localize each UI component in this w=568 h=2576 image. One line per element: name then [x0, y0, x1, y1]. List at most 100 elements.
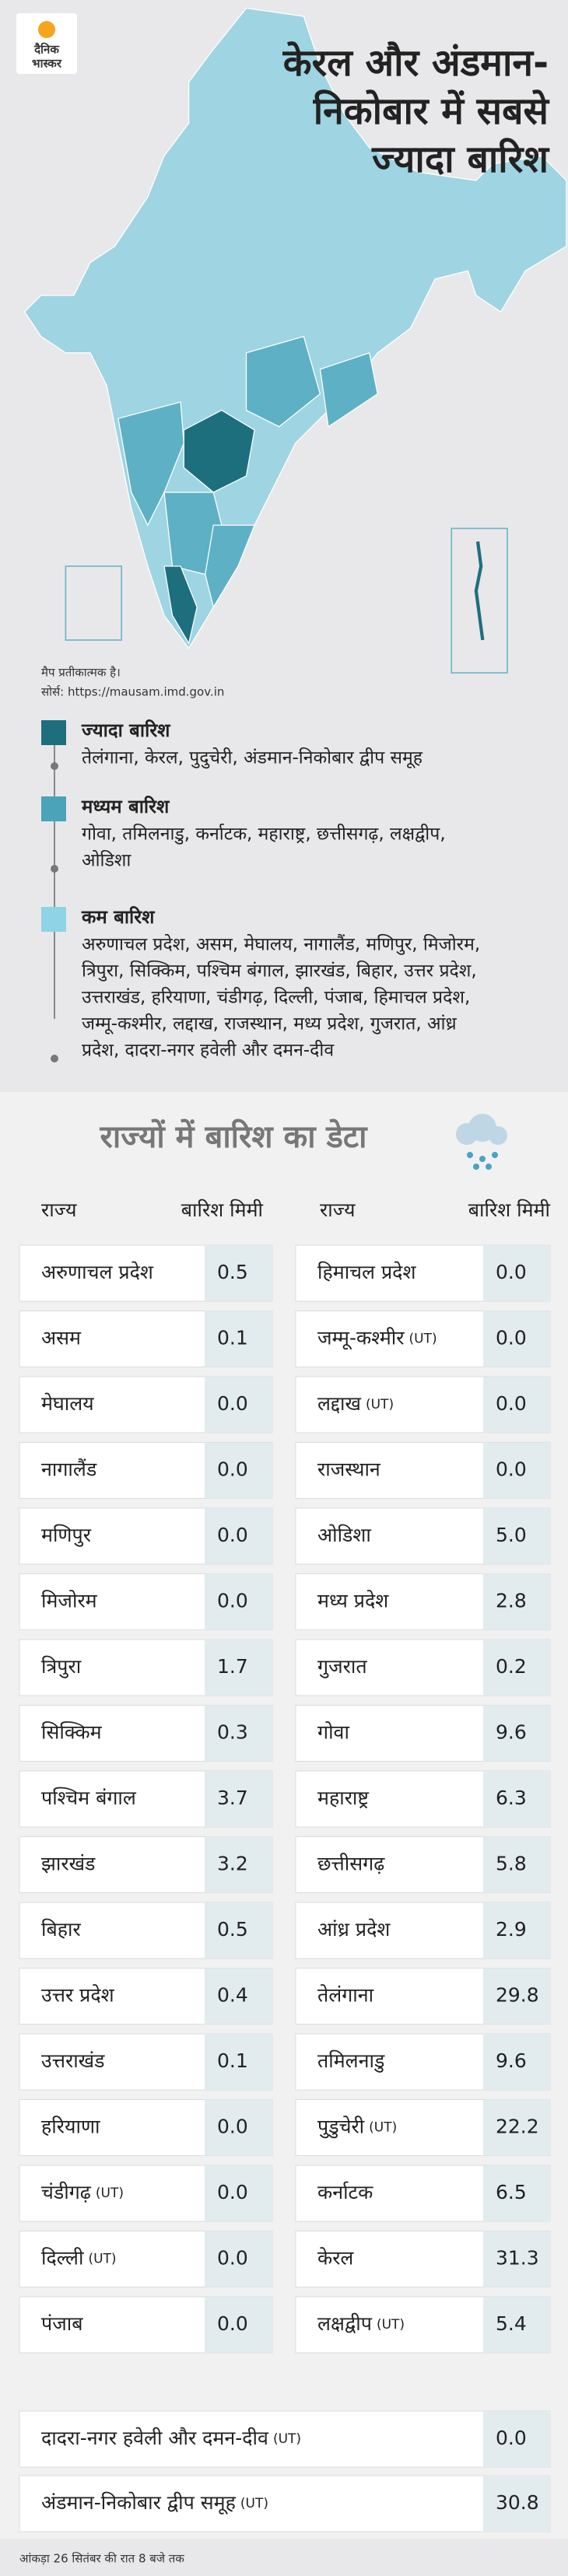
ut-tag: (UT)	[96, 2186, 124, 2201]
lakshadweep-box	[65, 565, 122, 641]
value-cell	[483, 2099, 550, 2156]
state-name: केरल	[317, 2247, 354, 2270]
rain-value: 0.0	[217, 2181, 248, 2203]
state-name-text: हिमाचल प्रदेश	[317, 1261, 416, 1283]
state-name-text: मध्य प्रदेश	[317, 1590, 389, 1612]
value-cell	[205, 1640, 272, 1696]
legend-text: अरुणाचल प्रदेश, असम, मेघालय, नागालैंड, म…	[82, 934, 480, 956]
state-name: ओडिशा	[317, 1524, 371, 1546]
rain-value: 1.7	[217, 1655, 248, 1678]
state-name: मिजोरम	[41, 1590, 98, 1612]
state-name-text: मिजोरम	[41, 1590, 98, 1612]
state-name: उत्तर प्रदेश	[41, 1984, 115, 2007]
rain-value: 0.0	[496, 2427, 527, 2449]
legend-dot	[51, 1055, 58, 1062]
rain-value: 9.6	[496, 1721, 527, 1744]
value-cell	[483, 2411, 550, 2467]
map-region	[205, 524, 255, 609]
state-name: छत्तीसगढ़	[317, 1853, 385, 1875]
state-name-text: तेलंगाना	[317, 1984, 374, 2007]
state-name: हरियाणा	[41, 2116, 100, 2138]
value-cell	[205, 1508, 272, 1564]
value-cell	[483, 2476, 550, 2532]
rain-value: 0.0	[496, 1392, 527, 1415]
state-name-text: राजस्थान	[317, 1458, 381, 1481]
ut-tag: (UT)	[366, 1397, 394, 1412]
rain-value: 0.3	[217, 1721, 248, 1744]
value-cell	[483, 1311, 550, 1367]
map-region	[319, 352, 379, 428]
state-name: चंडीगढ़ (UT)	[41, 2181, 124, 2203]
title: केरल और अंडमान-	[282, 41, 549, 85]
state-name-text: उत्तराखंड	[41, 2049, 105, 2072]
logo-sun	[38, 21, 55, 38]
state-name-text: चंडीगढ़	[41, 2181, 92, 2203]
rain-value: 3.2	[217, 1853, 248, 1875]
state-name-text: जम्मू-कश्मीर	[317, 1327, 405, 1350]
rain-icon	[456, 1114, 507, 1170]
rain-value: 0.2	[496, 1655, 527, 1678]
rain-value: 0.0	[496, 1261, 527, 1283]
rain-value: 0.0	[217, 1392, 248, 1415]
map-region	[245, 335, 321, 428]
rain-value: 5.0	[496, 1524, 527, 1546]
state-name-text: छत्तीसगढ़	[317, 1853, 385, 1875]
state-name: बिहार	[41, 1918, 82, 1941]
value-cell	[483, 2297, 550, 2353]
ut-tag: (UT)	[88, 2252, 116, 2267]
legend-text: ओडिशा	[82, 850, 131, 871]
value-cell	[483, 1573, 550, 1630]
legend-text: गोवा, तमिलनाडु, कर्नाटक, महाराष्ट्र, छत्…	[82, 824, 446, 845]
row-box	[19, 2475, 551, 2532]
value-cell	[205, 1245, 272, 1301]
state-name: हिमाचल प्रदेश	[317, 1261, 416, 1283]
state-name: लक्षद्वीप (UT)	[317, 2312, 405, 2335]
state-name: मेघालय	[41, 1392, 94, 1415]
rain-value: 5.8	[496, 1853, 527, 1875]
state-name-text: पंजाब	[41, 2312, 83, 2335]
state-name: त्रिपुरा	[41, 1655, 82, 1678]
rain-value: 0.0	[217, 1524, 248, 1546]
rain-value: 0.4	[217, 1984, 248, 2007]
rain-value: 0.0	[496, 1327, 527, 1349]
rain-value: 9.6	[496, 2049, 527, 2072]
state-name-text: आंध्र प्रदेश	[317, 1918, 391, 1941]
state-name: पश्चिम बंगाल	[41, 1787, 137, 1809]
rain-value: 6.3	[496, 1787, 527, 1809]
state-name: लद्दाख (UT)	[317, 1392, 394, 1415]
state-name: जम्मू-कश्मीर (UT)	[317, 1327, 437, 1350]
legend-dot	[51, 865, 58, 873]
logo-text: दैनिक	[33, 43, 60, 57]
table-header: राज्य	[41, 1199, 77, 1221]
state-name: मध्य प्रदेश	[317, 1590, 389, 1612]
legend-text: जम्मू-कश्मीर, लद्दाख, राजस्थान, मध्य प्र…	[82, 1013, 457, 1035]
legend-text: तेलंगाना, केरल, पुदुचेरी, अंडमान-निकोबार…	[82, 747, 423, 769]
state-name-text: उत्तर प्रदेश	[41, 1984, 115, 2007]
value-cell	[205, 1573, 272, 1630]
rain-value: 30.8	[496, 2491, 539, 2514]
rain-value: 2.8	[496, 1590, 527, 1612]
value-cell	[205, 1442, 272, 1499]
value-cell	[205, 2034, 272, 2090]
rain-value: 0.0	[217, 1458, 248, 1481]
ut-tag: (UT)	[408, 1332, 437, 1347]
state-name: गुजरात	[317, 1655, 367, 1678]
legend-title: ज्यादा बारिश	[81, 719, 171, 741]
state-name: झारखंड	[41, 1853, 96, 1875]
state-name-text: पश्चिम बंगाल	[41, 1787, 137, 1809]
rain-value: 0.1	[217, 2049, 248, 2072]
legend-swatch	[41, 907, 66, 932]
state-name: आंध्र प्रदेश	[317, 1918, 391, 1941]
map-region	[163, 565, 198, 645]
table-title: राज्यों में बारिश का डेटा	[100, 1118, 369, 1155]
state-name-text: दिल्ली	[41, 2247, 84, 2270]
title: निकोबार में सबसे	[313, 89, 550, 133]
legend-title: मध्यम बारिश	[81, 796, 170, 817]
value-cell	[205, 2165, 272, 2221]
value-cell	[483, 2034, 550, 2090]
rain-value: 0.0	[217, 2247, 248, 2270]
value-cell	[483, 2231, 550, 2287]
andaman-box	[451, 527, 508, 674]
